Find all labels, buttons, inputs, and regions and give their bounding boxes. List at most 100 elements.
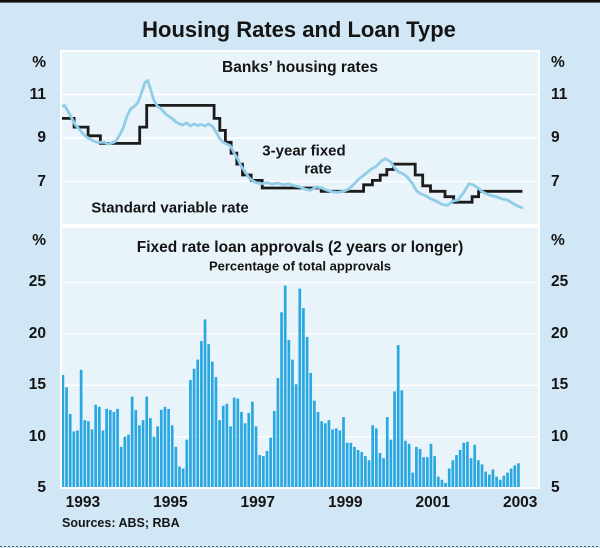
approvals-bar xyxy=(447,468,451,488)
approvals-bar xyxy=(127,434,130,488)
approvals-bar xyxy=(480,464,484,488)
approvals-bar xyxy=(240,411,243,488)
approvals-bar xyxy=(221,405,225,488)
approvals-bar xyxy=(309,372,313,488)
approvals-bar xyxy=(87,421,90,488)
approvals-bar xyxy=(517,463,520,488)
approvals-bar xyxy=(247,412,251,488)
approvals-bar xyxy=(254,426,258,488)
approvals-bar xyxy=(313,400,316,488)
approvals-bar xyxy=(97,406,101,488)
approvals-bar xyxy=(145,396,149,488)
approvals-bar xyxy=(407,443,411,488)
approvals-bar xyxy=(484,471,487,488)
approvals-bar xyxy=(123,436,127,488)
fixed-rate-label-line1: 3-year fixed xyxy=(262,142,346,160)
top-ytick-right-7: 7 xyxy=(551,172,560,190)
approvals-bar xyxy=(185,439,189,488)
approvals-bar xyxy=(473,444,477,488)
approvals-bar xyxy=(229,426,232,488)
bottom-left-unit-label: % xyxy=(32,232,46,249)
approvals-bar xyxy=(367,460,371,488)
approvals-bar xyxy=(61,374,65,488)
approvals-bar xyxy=(305,336,309,488)
bottom-ytick-left-25: 25 xyxy=(28,273,46,291)
approvals-bar xyxy=(152,436,156,488)
approvals-bar xyxy=(382,458,385,488)
approvals-bar xyxy=(243,423,247,488)
top-right-unit-label: % xyxy=(551,54,565,71)
approvals-bar xyxy=(302,308,305,488)
approvals-bar xyxy=(455,455,458,488)
xtick-1997: 1997 xyxy=(240,494,276,511)
approvals-bar xyxy=(76,430,79,488)
bottom-ytick-right-10: 10 xyxy=(551,427,569,445)
variable-rate-line xyxy=(61,104,523,204)
approvals-bar xyxy=(356,449,360,488)
approvals-bar xyxy=(364,456,367,488)
approvals-bar xyxy=(509,468,513,488)
approvals-bar xyxy=(440,479,444,488)
approvals-bar xyxy=(342,417,345,488)
approvals-bar xyxy=(422,457,426,488)
approvals-bar xyxy=(378,453,382,488)
approvals-bar xyxy=(360,452,364,488)
approvals-bar xyxy=(269,437,272,488)
approvals-bar xyxy=(189,380,192,488)
approvals-bar xyxy=(451,460,455,488)
approvals-bar xyxy=(436,476,440,488)
approvals-bar xyxy=(272,410,276,488)
approvals-bar xyxy=(349,442,353,488)
approvals-bar xyxy=(338,430,342,488)
bottom-ytick-right-25: 25 xyxy=(551,273,569,291)
approvals-bar xyxy=(294,384,298,488)
top-panel-frame xyxy=(60,50,540,226)
approvals-bar xyxy=(167,408,170,488)
approvals-bar xyxy=(287,340,291,488)
approvals-bar xyxy=(174,446,178,488)
approvals-bar xyxy=(149,418,152,488)
approvals-bar xyxy=(251,401,254,488)
approvals-bar xyxy=(469,458,473,488)
sources-note: Sources: ABS; RBA xyxy=(62,516,180,530)
approvals-bar xyxy=(425,457,429,488)
approvals-bar xyxy=(163,406,167,488)
top-ytick-left-11: 11 xyxy=(29,85,46,103)
approvals-bar xyxy=(404,440,407,488)
approvals-bar xyxy=(458,449,462,488)
approvals-bar xyxy=(225,403,229,488)
approvals-bar xyxy=(79,369,83,488)
approvals-bar xyxy=(487,474,491,488)
bottom-ytick-left-15: 15 xyxy=(28,376,46,394)
approvals-bar xyxy=(68,414,72,488)
approvals-bar xyxy=(327,420,331,488)
approvals-bar xyxy=(498,479,502,488)
approvals-bar xyxy=(316,411,320,488)
approvals-bar xyxy=(181,468,185,488)
bottom-ytick-right-5: 5 xyxy=(551,479,560,496)
approvals-bar xyxy=(331,429,334,488)
bottom-panel-frame xyxy=(60,226,540,489)
approvals-bar xyxy=(291,359,294,488)
approvals-bar xyxy=(280,312,283,488)
approvals-bar xyxy=(265,451,269,488)
top-ytick-right-9: 9 xyxy=(551,129,560,146)
xtick-1995: 1995 xyxy=(153,494,188,511)
approvals-bar xyxy=(207,344,211,488)
approvals-bar xyxy=(415,446,418,488)
approvals-bar xyxy=(429,443,433,488)
approvals-bar xyxy=(130,396,134,488)
approvals-bar xyxy=(400,390,404,488)
approvals-bar xyxy=(334,428,338,488)
approvals-bar xyxy=(393,391,396,488)
approvals-bar xyxy=(462,442,466,488)
approvals-bar xyxy=(444,482,447,488)
approvals-bar xyxy=(65,387,68,488)
bottom-ytick-left-10: 10 xyxy=(28,427,46,445)
approvals-bar xyxy=(178,466,181,488)
bottom-panel-title: Fixed rate loan approvals (2 years or lo… xyxy=(136,239,464,256)
approvals-bar xyxy=(119,446,123,488)
xtick-2001: 2001 xyxy=(415,494,450,511)
approvals-bar xyxy=(396,345,400,488)
